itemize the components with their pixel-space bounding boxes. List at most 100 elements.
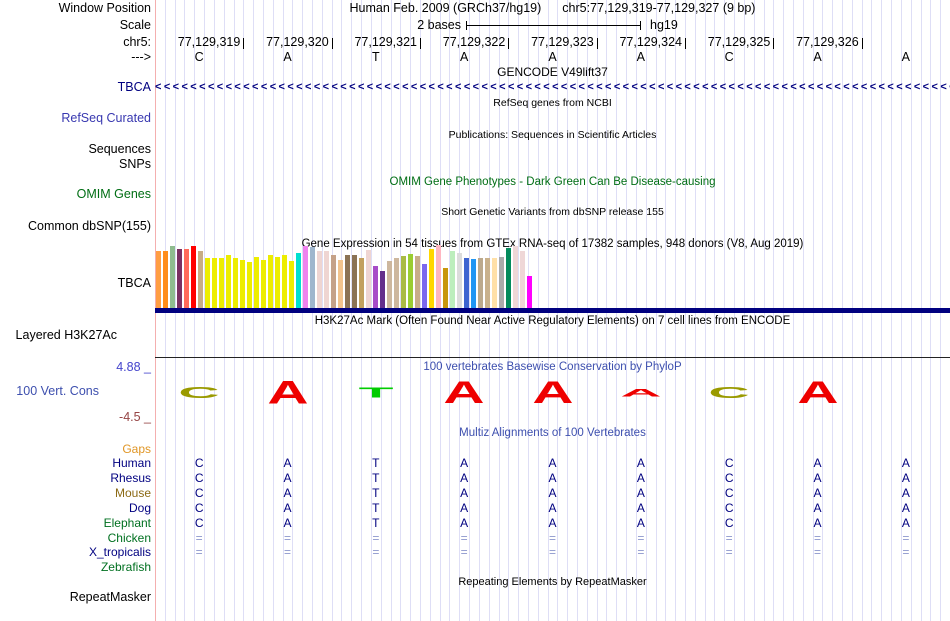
multiz-align-cell: C [724,500,734,515]
gtex-expression-bar [527,276,532,308]
strand-arrow[interactable]: ---> [131,50,151,64]
base-letter: A [813,50,822,64]
phylop-logo-letter: A [443,375,485,411]
gtex-expression-bar [156,251,161,308]
multiz-species-label-elephant[interactable]: Elephant [103,515,151,530]
multiz-align-cell: A [901,515,910,530]
repeatmasker-label[interactable]: RepeatMasker [69,590,151,604]
gtex-expression-bar [184,249,189,308]
multiz-track-title[interactable]: Multiz Alignments of 100 Vertebrates [459,427,646,439]
gene-exon-line[interactable]: <<<<<<<<<<<<<<<<<<<<<<<<<<<<<<<<<<<<<<<<… [155,81,950,93]
multiz-align-cell: A [813,500,822,515]
multiz-align-cell: A [636,486,645,501]
multiz-align-cell: A [636,456,645,471]
gene-label-tbca[interactable]: TBCA [117,80,151,94]
multiz-align-cell: A [901,486,910,501]
multiz-align-cell: = [813,530,822,545]
coordinate-tick [420,38,421,49]
gtex-gene-label[interactable]: TBCA [117,276,151,290]
phylop-logo-letter: C [708,384,750,402]
multiz-align-cell: = [725,530,733,545]
multiz-species-label-rhesus[interactable]: Rhesus [110,471,151,486]
phylop-logo-letter: A [796,375,839,411]
multiz-species-label-chicken[interactable]: Chicken [107,530,151,545]
omim-genes-label[interactable]: OMIM Genes [76,187,151,201]
multiz-species-label-mouse[interactable]: Mouse [114,486,151,501]
base-letter: A [459,50,469,64]
gtex-expression-bar [170,246,175,308]
coordinate-label: 77,129,319 [177,35,241,49]
layered-h3k27ac-label[interactable]: Layered H3K27Ac [15,328,117,342]
multiz-species-label-human[interactable]: Human [112,456,151,471]
gtex-expression-bar [310,247,315,308]
gtex-expression-bar [373,266,378,308]
gtex-baseline-bar [155,308,950,313]
multiz-align-cell: = [195,530,203,545]
coordinate-label: 77,129,320 [266,35,329,49]
multiz-species-label-zebrafish[interactable]: Zebrafish [100,560,151,575]
multiz-align-cell: A [813,456,822,471]
gencode-track-title[interactable]: GENCODE V49lift37 [497,65,608,79]
multiz-align-cell: C [724,471,734,486]
coordinate-label: 77,129,321 [354,35,417,49]
gtex-expression-bar [499,257,504,308]
gtex-expression-bar [380,271,385,308]
gtex-expression-bar [317,251,322,308]
base-letter: A [636,50,645,64]
gtex-expression-bar [233,258,238,308]
gtex-expression-bar [177,249,182,308]
h3k27ac-track-title[interactable]: H3K27Ac Mark (Often Found Near Active Re… [314,315,791,327]
multiz-species-label-x_tropicalis[interactable]: X_tropicalis [88,545,151,560]
phylop-track-label[interactable]: 100 Vert. Cons [16,384,99,398]
multiz-align-cell: A [813,515,822,530]
multiz-align-cell: C [194,471,204,486]
coordinate-label: 77,129,326 [796,35,859,49]
gtex-expression-bar [240,260,245,308]
multiz-align-cell: A [460,456,469,471]
gtex-expression-bar [268,255,273,308]
multiz-align-cell: = [283,530,292,545]
multiz-align-cell: A [548,486,557,501]
base-letter: T [372,50,380,64]
phylop-logo-letter: C [178,384,220,402]
multiz-align-cell: A [636,515,645,530]
multiz-align-cell: C [724,486,734,501]
refseq-curated-label[interactable]: RefSeq Curated [61,111,151,125]
multiz-species-label-dog[interactable]: Dog [128,500,151,515]
gtex-expression-bar [198,251,203,308]
multiz-align-cell: A [901,500,910,515]
multiz-align-cell: T [372,500,380,515]
window-position-value: Human Feb. 2009 (GRCh37/hg19) chr5:77,12… [155,2,950,15]
coordinate-tick [685,38,686,49]
multiz-align-cell: A [460,500,469,515]
dbsnp-track-title[interactable]: Short Genetic Variants from dbSNP releas… [441,206,664,218]
base-letter: C [194,50,204,64]
multiz-species-label-gaps[interactable]: Gaps [122,441,151,456]
repeatmasker-track-title[interactable]: Repeating Elements by RepeatMasker [458,576,647,588]
scale-value: 2 bases [417,18,461,32]
multiz-align-cell: A [283,456,292,471]
gtex-expression-bar [415,256,420,308]
coordinate-tick [508,38,510,49]
multiz-align-cell: A [636,471,645,486]
common-dbsnp-label[interactable]: Common dbSNP(155) [28,219,151,233]
publications-track-title[interactable]: Publications: Sequences in Scientific Ar… [448,129,657,141]
gtex-track-title[interactable]: Gene Expression in 54 tissues from GTEx … [301,238,804,250]
coordinate-tick [331,38,333,49]
gtex-expression-bar [436,245,441,308]
multiz-align-cell: A [283,471,292,486]
phylop-track-title[interactable]: 100 vertebrates Basewise Conservation by… [423,361,682,373]
multiz-align-cell: = [460,530,468,545]
window-position-label: Window Position [58,1,151,15]
sequences-label[interactable]: Sequences [88,142,151,156]
multiz-align-cell: T [372,456,380,471]
gtex-expression-bar [219,258,224,308]
scale-bar-line [467,25,640,26]
gtex-expression-bar [345,255,350,308]
omim-track-title[interactable]: OMIM Gene Phenotypes - Dark Green Can Be… [389,176,716,188]
snps-label[interactable]: SNPs [119,157,151,171]
refseq-track-title[interactable]: RefSeq genes from NCBI [493,97,612,109]
multiz-align-cell: = [195,545,203,560]
multiz-align-cell: A [901,471,910,486]
